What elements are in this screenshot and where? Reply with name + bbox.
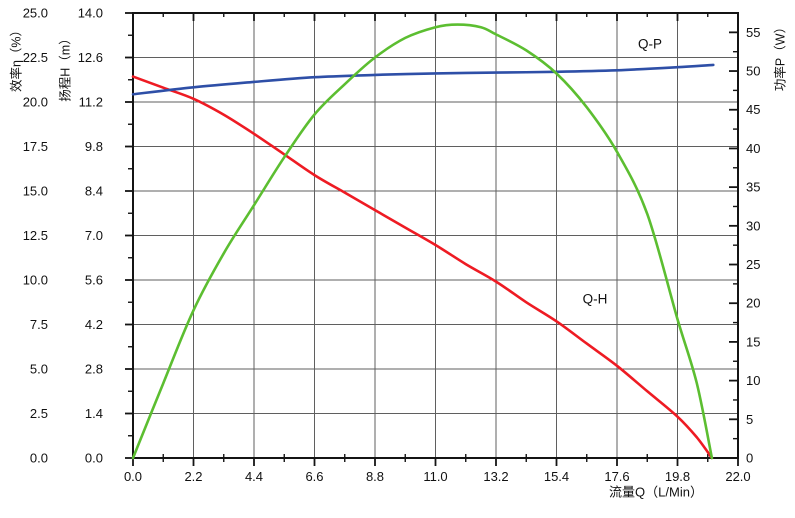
head-tick-label: 0.0 — [85, 451, 103, 466]
efficiency-tick-label: 7.5 — [30, 317, 48, 332]
efficiency-tick-label: 0.0 — [30, 451, 48, 466]
efficiency-tick-label: 12.5 — [23, 228, 48, 243]
efficiency-tick-label: 22.5 — [23, 50, 48, 65]
flow-tick-label: 11.0 — [423, 469, 447, 484]
power-tick-label: 25 — [746, 257, 760, 272]
flow-tick-label: 19.8 — [665, 469, 690, 484]
flow-tick-label: 15.4 — [544, 469, 569, 484]
head-tick-label: 12.6 — [78, 50, 103, 65]
power-tick-label: 35 — [746, 180, 760, 195]
power-tick-label: 55 — [746, 25, 760, 40]
efficiency-tick-label: 25.0 — [23, 6, 48, 21]
efficiency-curve — [131, 23, 714, 460]
efficiency-axis-title: 效率η（%） — [9, 23, 24, 93]
flow-tick-label: 13.2 — [483, 469, 508, 484]
power-tick-label: 40 — [746, 141, 760, 156]
head-tick-label: 7.0 — [85, 228, 103, 243]
curve-label-q-p: Q-P — [638, 36, 662, 51]
head-tick-label: 1.4 — [85, 406, 103, 421]
power-tick-label: 50 — [746, 64, 760, 79]
efficiency-tick-label: 2.5 — [30, 406, 48, 421]
q_p-curve — [131, 63, 715, 96]
efficiency-tick-label: 20.0 — [23, 95, 48, 110]
efficiency-tick-label: 17.5 — [23, 139, 48, 154]
head-tick-label: 14.0 — [78, 6, 103, 21]
curve-label-q-h: Q-H — [583, 292, 608, 307]
head-tick-label: 8.4 — [85, 184, 103, 199]
flow-tick-label: 0.0 — [124, 469, 142, 484]
head-tick-label: 4.2 — [85, 317, 103, 332]
head-tick-label: 2.8 — [85, 362, 103, 377]
flow-tick-label: 8.8 — [366, 469, 384, 484]
power-tick-label: 30 — [746, 218, 760, 233]
head-tick-label: 11.2 — [79, 95, 103, 110]
head-tick-label: 5.6 — [85, 273, 103, 288]
power-tick-label: 20 — [746, 296, 760, 311]
power-tick-label: 0 — [746, 451, 753, 466]
power-tick-label: 45 — [746, 102, 760, 117]
power-tick-label: 5 — [746, 412, 753, 427]
power-tick-label: 15 — [746, 334, 760, 349]
flow-tick-label: 4.4 — [245, 469, 263, 484]
efficiency-tick-label: 10.0 — [23, 273, 48, 288]
q_h-curve — [131, 75, 714, 460]
head-axis-title: 扬程H（m） — [58, 32, 73, 102]
flow-tick-label: 6.6 — [305, 469, 323, 484]
power-axis-title: 功率P（W） — [773, 20, 788, 92]
flow-tick-label: 22.0 — [725, 469, 750, 484]
efficiency-tick-label: 15.0 — [23, 184, 48, 199]
efficiency-tick-label: 5.0 — [30, 362, 48, 377]
head-tick-label: 9.8 — [85, 139, 103, 154]
power-tick-label: 10 — [746, 373, 760, 388]
flow-axis-title: 流量Q（L/Min） — [609, 484, 703, 500]
flow-tick-label: 2.2 — [184, 469, 202, 484]
flow-tick-label: 17.6 — [604, 469, 629, 484]
